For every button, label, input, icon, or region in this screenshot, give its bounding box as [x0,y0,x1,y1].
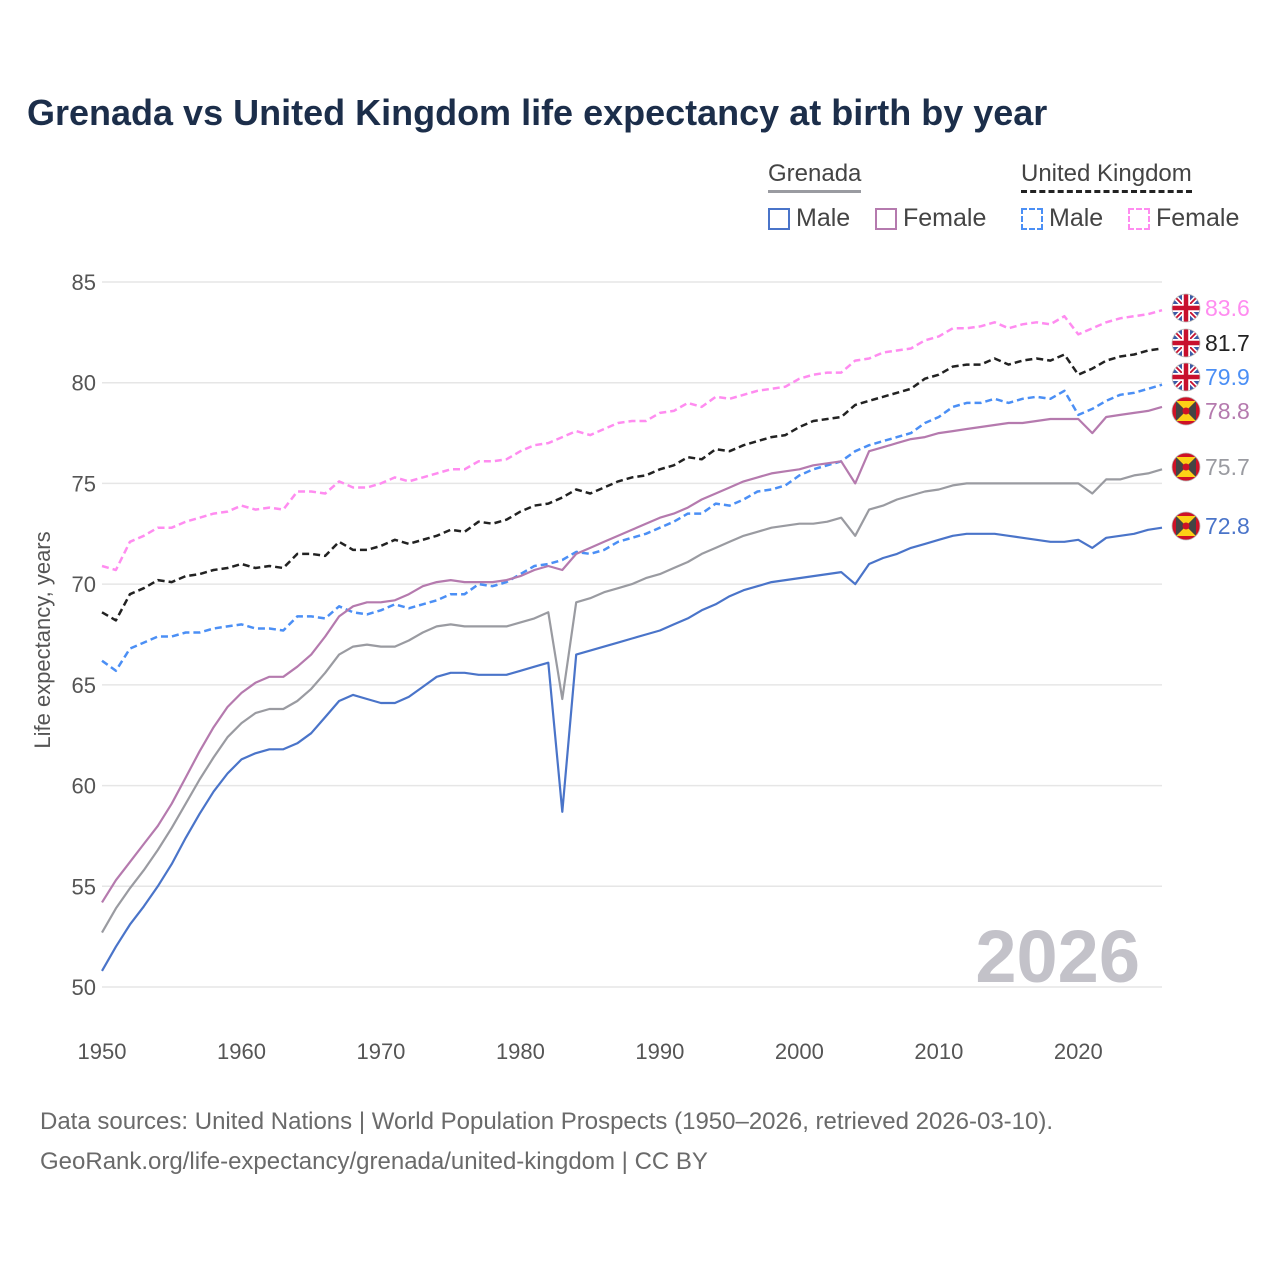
uk-flag-icon [1171,293,1201,323]
legend-group-uk: United Kingdom [1021,160,1192,193]
flag-graphic [1172,294,1200,322]
end-value-label: 83.6 [1205,295,1250,321]
y-tick-label: 80 [72,371,96,396]
flag-center [1182,522,1190,530]
grenada-flag-icon [1171,396,1201,426]
y-tick-label: 85 [72,270,96,295]
x-tick-label: 1990 [635,1039,684,1064]
legend-swatch [768,207,790,230]
legend-label: Male [1049,204,1104,232]
flag-outline [1171,511,1201,541]
y-tick-label: 65 [72,673,96,698]
x-tick-label: 1960 [217,1039,266,1064]
flag-outline [1171,293,1201,323]
end-value-label: 81.7 [1205,330,1250,356]
end-value-label: 72.8 [1205,513,1250,539]
legend-item-uk-male[interactable]: Male [1021,204,1103,233]
flag-right [1186,401,1196,421]
y-tick-label: 60 [72,774,96,799]
footer-source: Data sources: United Nations | World Pop… [40,1108,1054,1135]
x-tick-label: 1980 [496,1039,545,1064]
flag-outline [1171,328,1201,358]
y-tick-label: 55 [72,874,96,899]
flag-cross-red [1172,363,1200,391]
flag-yellow-bottom [1176,411,1196,421]
flag-graphic [1172,329,1200,357]
flag-yellow-bottom [1176,526,1196,536]
flag-right [1186,457,1196,477]
y-tick-label: 70 [72,572,96,597]
series-line-grenada [101,468,1163,934]
end-value-label: 79.9 [1205,364,1250,390]
series-line-grenada-male [101,526,1163,972]
flag-cross-red [1172,294,1200,322]
uk-flag-icon [1171,362,1201,392]
series-line-united-kingdom [101,347,1163,622]
flag-yellow-top [1176,516,1196,526]
y-tick-label: 50 [72,975,96,1000]
legend-label: Female [1156,204,1240,232]
chart-title: Grenada vs United Kingdom life expectanc… [27,92,1048,133]
grenada-flag-icon [1171,452,1201,482]
flag-graphic [1172,453,1200,481]
flag-center [1182,407,1190,415]
x-tick-label: 2000 [775,1039,824,1064]
legend-item-grenada-female[interactable]: Female [875,204,986,233]
flag-outline [1171,396,1201,426]
x-tick-label: 1970 [356,1039,405,1064]
end-value-label: 78.8 [1205,398,1250,424]
flag-yellow-top [1176,401,1196,411]
legend-item-uk-female[interactable]: Female [1128,204,1239,233]
legend-group-grenada: Grenada [768,160,862,193]
flag-cross-red [1172,329,1200,357]
legend-swatch [875,207,897,230]
legend-item-grenada-male[interactable]: Male [768,204,850,233]
flag-graphic [1172,397,1200,425]
legend-swatch [1021,207,1043,230]
flag-center [1182,463,1190,471]
flag-right [1186,516,1196,536]
series-line-grenada-female [101,405,1163,903]
flag-yellow-top [1176,457,1196,467]
grenada-flag-icon [1171,511,1201,541]
flag-left [1176,516,1186,536]
y-axis-label: Life expectancy, years [30,531,55,748]
x-tick-label: 1950 [78,1039,127,1064]
legend-label: Male [796,204,851,232]
flag-outline [1171,452,1201,482]
x-tick-label: 2020 [1054,1039,1103,1064]
flag-graphic [1172,363,1200,391]
flag-outline [1171,362,1201,392]
x-tick-label: 2010 [914,1039,963,1064]
year-watermark: 2026 [975,915,1140,998]
flag-left [1176,401,1186,421]
end-value-label: 75.7 [1205,454,1250,480]
flag-left [1176,457,1186,477]
y-tick-label: 75 [72,471,96,496]
series-line-united-kingdom-female [101,308,1163,572]
uk-flag-icon [1171,328,1201,358]
legend-label: Female [903,204,987,232]
legend-swatch [1128,207,1150,230]
flag-yellow-bottom [1176,467,1196,477]
flag-graphic [1172,512,1200,540]
footer-url[interactable]: GeoRank.org/life-expectancy/grenada/unit… [40,1148,708,1175]
series-line-united-kingdom-male [101,383,1163,673]
